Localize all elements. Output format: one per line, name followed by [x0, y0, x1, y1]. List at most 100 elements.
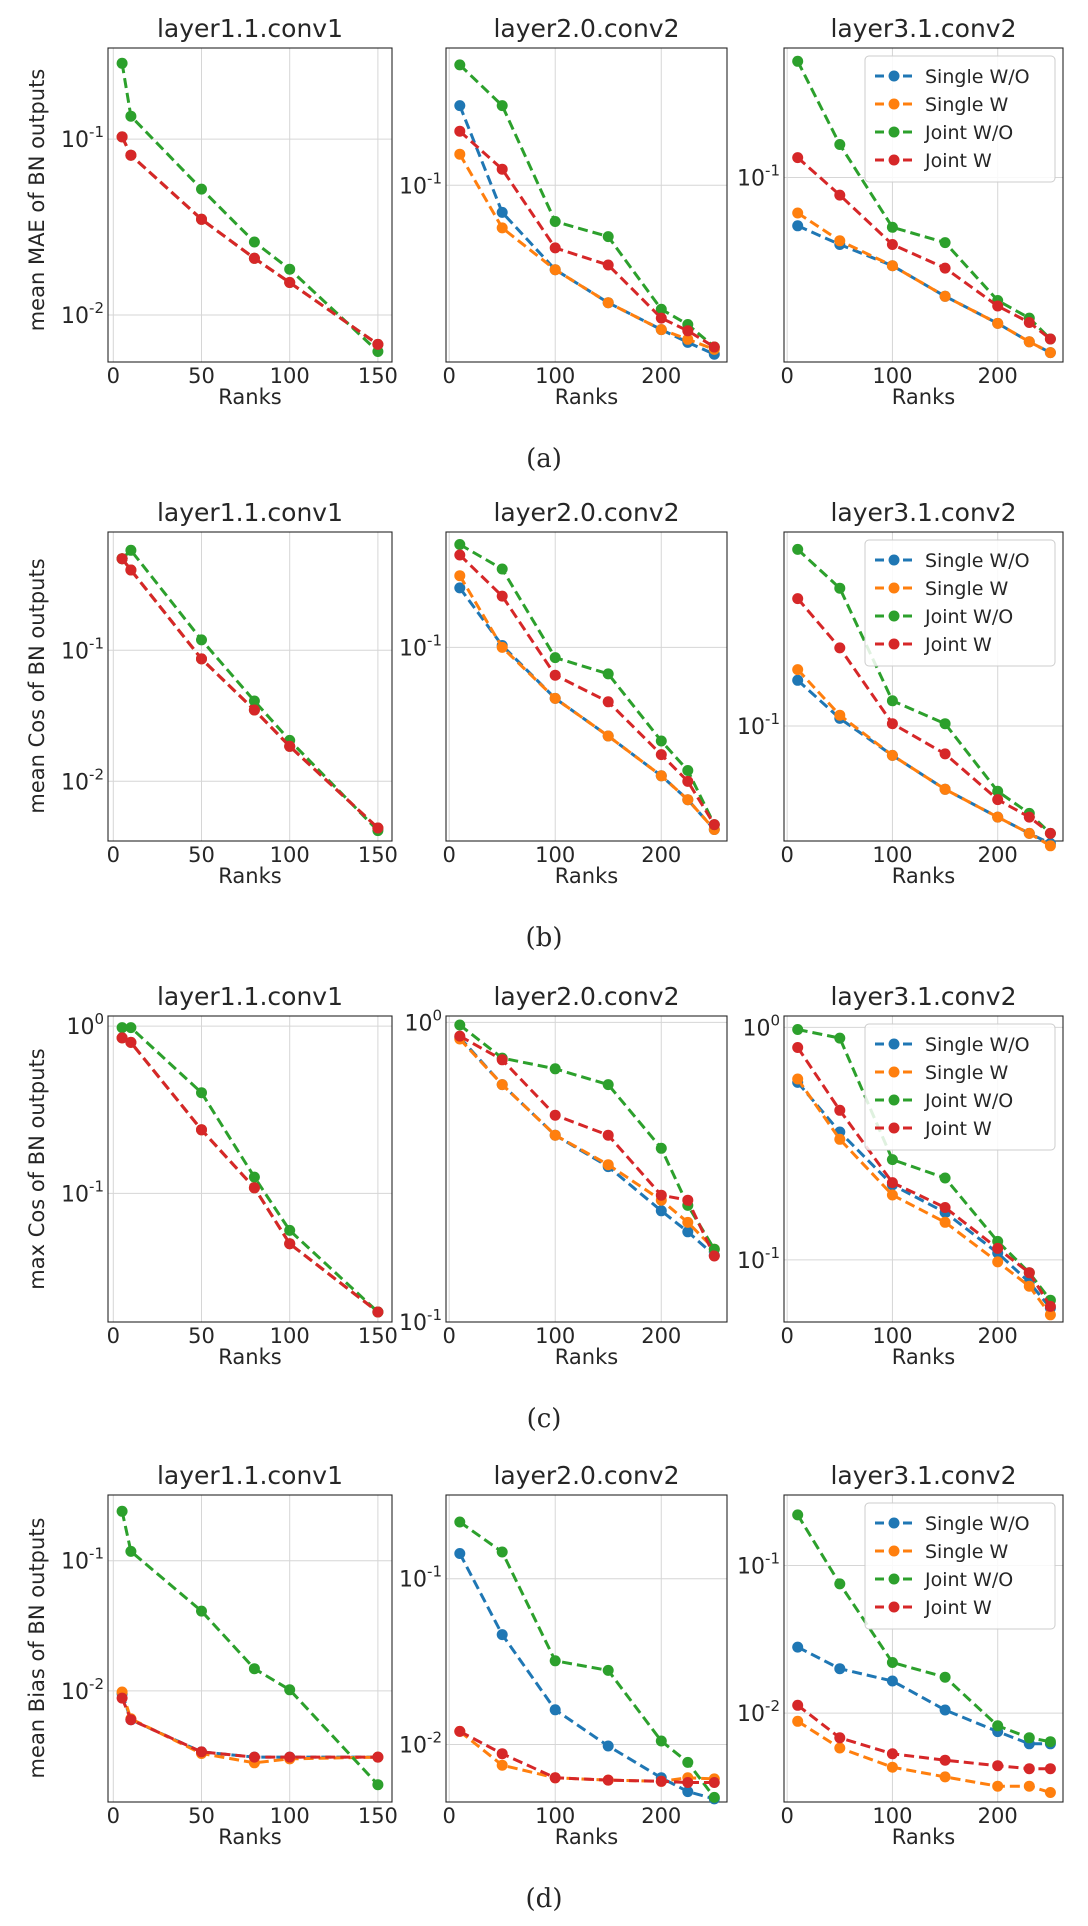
data-point: [1044, 347, 1056, 359]
data-point: [992, 1780, 1004, 1792]
data-point: [549, 1772, 561, 1784]
x-tick-label: 0: [780, 1324, 793, 1348]
data-point: [248, 252, 260, 264]
x-tick-label: 150: [358, 843, 398, 867]
data-point: [792, 1073, 804, 1085]
series-line: [458, 587, 716, 831]
series-single-w: [792, 1073, 1056, 1321]
data-point: [682, 765, 694, 776]
data-point: [939, 1216, 951, 1228]
subplot-d-2: layer2.0.conv2 0 100 200 Ranks: [442, 1461, 728, 1849]
data-point: [886, 1675, 898, 1687]
series-joint-w-o: [454, 539, 720, 831]
legend-marker: [888, 154, 900, 166]
legend-label: Single W: [925, 94, 1008, 116]
data-point: [602, 1740, 614, 1752]
legend-marker: [888, 98, 900, 110]
series-line: [796, 679, 1052, 845]
y-tick-label: 10-2: [61, 1675, 104, 1705]
series-single-w: [792, 1715, 1056, 1798]
data-point: [886, 1154, 898, 1166]
data-point: [116, 1505, 128, 1517]
y-tick-label: 10-1: [399, 1563, 442, 1593]
data-point: [682, 1756, 694, 1768]
x-tick-label: 50: [188, 1804, 215, 1828]
series-joint-w: [116, 1692, 384, 1763]
panel-caption: (b): [526, 923, 563, 953]
data-point: [125, 1022, 137, 1034]
data-point: [886, 1761, 898, 1773]
legend-marker: [888, 554, 900, 566]
legend-frame: [864, 1023, 1056, 1151]
data-point: [496, 100, 508, 112]
data-point: [496, 222, 508, 234]
data-point: [939, 1704, 951, 1716]
data-point: [834, 1104, 846, 1116]
data-point: [196, 213, 207, 225]
data-point: [1023, 811, 1035, 823]
legend: Single W/O Single W Joint W/O Joint W: [864, 55, 1056, 183]
series-single-w: [792, 664, 1056, 852]
y-tick-label: 10-2: [399, 1729, 442, 1759]
data-point: [939, 1671, 951, 1683]
y-tick-label: 10-1: [737, 710, 780, 740]
data-point: [496, 1748, 508, 1760]
data-point: [196, 634, 207, 646]
data-point: [284, 277, 296, 288]
data-point: [939, 1172, 951, 1184]
data-point: [372, 1779, 384, 1791]
x-axis-label: Ranks: [218, 385, 281, 409]
data-point: [496, 1079, 508, 1091]
data-point: [602, 730, 614, 742]
subplot-title: layer1.1.conv1: [157, 982, 343, 1011]
data-point: [1023, 1280, 1035, 1292]
series-line: [120, 1693, 378, 1759]
legend-label: Joint W/O: [924, 1090, 1013, 1112]
data-point: [602, 297, 614, 309]
x-axis-label: Ranks: [555, 864, 618, 888]
plot-frame: [107, 1494, 393, 1803]
data-point: [125, 1714, 137, 1726]
series-joint-w: [454, 1030, 720, 1262]
legend-marker: [888, 582, 900, 594]
legend-frame: [864, 539, 1056, 667]
x-tick-label: 0: [442, 1324, 455, 1348]
data-point: [708, 1250, 720, 1262]
x-axis-label: Ranks: [892, 1345, 955, 1369]
data-point: [886, 749, 898, 761]
series-joint-w: [454, 125, 720, 353]
data-point: [196, 1124, 207, 1136]
series-single-w: [454, 570, 720, 835]
legend-frame: [864, 1502, 1056, 1630]
data-point: [886, 1748, 898, 1760]
data-point: [708, 1791, 720, 1803]
y-tick-label: 10-2: [61, 299, 104, 329]
data-point: [708, 819, 720, 831]
series-single-w-o: [792, 220, 1056, 359]
data-point: [655, 1142, 667, 1154]
y-tick-label: 10-1: [61, 123, 104, 153]
data-point: [496, 641, 508, 653]
plot-frame: [783, 531, 1064, 842]
y-tick-label: 10-1: [737, 161, 780, 191]
data-point: [992, 1760, 1004, 1772]
data-point: [1023, 827, 1035, 839]
series-line: [120, 1691, 378, 1765]
y-tick-label: 10-1: [61, 1545, 104, 1575]
series-line: [120, 1697, 378, 1759]
series-line: [120, 557, 379, 830]
data-point: [655, 1735, 667, 1747]
data-point: [792, 220, 804, 232]
series-line: [458, 574, 716, 831]
data-point: [1044, 840, 1056, 852]
x-tick-label: 100: [535, 1324, 575, 1348]
data-point: [792, 664, 804, 676]
data-point: [1023, 1732, 1035, 1744]
data-point: [834, 1663, 846, 1675]
legend-marker: [888, 1122, 900, 1134]
y-tick-label: 100: [404, 1006, 442, 1036]
data-point: [834, 709, 846, 721]
x-tick-label: 0: [780, 364, 793, 388]
